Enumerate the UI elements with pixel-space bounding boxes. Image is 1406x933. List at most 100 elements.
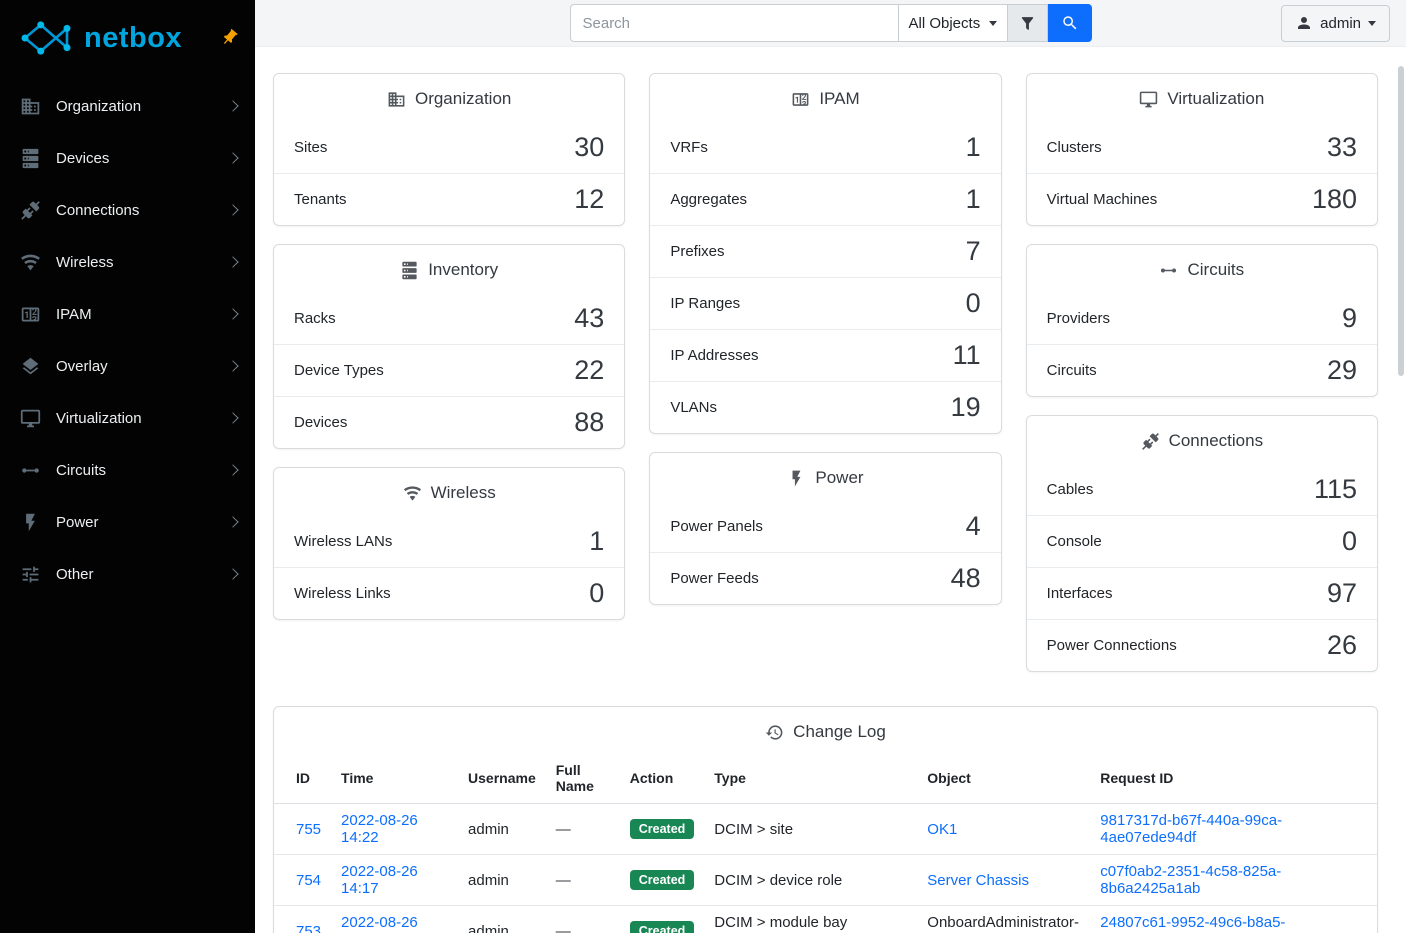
changelog-table: ID Time Username Full Name Action Type O… [274,754,1377,933]
change-id-link[interactable]: 754 [296,871,322,889]
virtual-machines-count[interactable]: 180 [1311,184,1357,214]
power-panels-count[interactable]: 4 [965,510,981,541]
wireless-lans-count[interactable]: 1 [589,525,605,556]
change-time-link[interactable]: 2022-08-26 14:15 [341,914,418,933]
change-time-link[interactable]: 2022-08-26 14:22 [341,812,418,846]
ip-ranges-link[interactable]: IP Ranges [670,295,741,312]
user-menu-button[interactable]: admin [1281,4,1390,42]
device-types-link[interactable]: Device Types [294,362,384,379]
sidebar-item-wireless[interactable]: Wireless [0,236,255,288]
stat-row: IP Ranges 0 [650,277,1001,329]
providers-count[interactable]: 9 [1341,302,1357,333]
clusters-count[interactable]: 33 [1326,131,1357,162]
tenants-count[interactable]: 12 [574,184,605,214]
sites-count[interactable]: 30 [574,131,605,162]
sidebar-item-circuits[interactable]: Circuits [0,444,255,496]
card-header: Circuits [1027,245,1377,292]
change-object-link[interactable]: Server Chassis [927,871,1029,889]
object-type-select[interactable]: All Objects [897,4,1008,42]
column-header-type: Type [704,754,918,804]
circuits-count[interactable]: 29 [1326,355,1357,385]
power-feeds-link[interactable]: Power Feeds [670,570,759,587]
filter-button[interactable] [1007,4,1048,42]
action-badge: Created [629,920,695,933]
sidebar-item-ipam[interactable]: IPAM [0,288,255,340]
change-id-link[interactable]: 755 [296,820,322,838]
sidebar-item-label: Other [56,565,94,583]
sidebar-item-other[interactable]: Other [0,548,255,600]
vlans-link[interactable]: VLANs [670,399,718,416]
sidebar-item-overlay[interactable]: Overlay [0,340,255,392]
sidebar-item-label: Wireless [56,253,114,271]
sidebar-item-virtualization[interactable]: Virtualization [0,392,255,444]
interfaces-link[interactable]: Interfaces [1046,585,1113,602]
devices-link[interactable]: Devices [294,414,348,431]
cables-count[interactable]: 115 [1313,473,1357,504]
power-connections-link[interactable]: Power Connections [1046,637,1177,654]
wireless-lans-link[interactable]: Wireless LANs [294,532,393,550]
sidebar-item-organization[interactable]: Organization [0,80,255,132]
power-feeds-count[interactable]: 48 [950,563,981,593]
sidebar-item-connections[interactable]: Connections [0,184,255,236]
providers-link[interactable]: Providers [1046,309,1111,327]
card-header: Organization [274,74,624,121]
netbox-logo[interactable]: netbox [0,0,255,70]
change-id-link[interactable]: 753 [296,922,322,933]
console-count[interactable]: 0 [1341,526,1357,556]
ip-ranges-count[interactable]: 0 [965,288,981,318]
prefixes-link[interactable]: Prefixes [670,243,725,260]
card-header: Inventory [274,245,624,292]
power-panels-link[interactable]: Power Panels [670,517,763,535]
dashboard-content: Organization Sites 30 Tenants 12 [255,47,1406,933]
virtual-machines-link[interactable]: Virtual Machines [1046,191,1158,208]
sidebar-item-label: Circuits [56,461,107,479]
stat-row: Virtual Machines 180 [1026,173,1377,225]
interfaces-count[interactable]: 97 [1326,578,1357,608]
racks-count[interactable]: 43 [574,302,605,333]
inventory-card: Inventory Racks 43 Device Types 22 Devic… [273,244,626,449]
flash-icon [20,512,41,533]
sites-link[interactable]: Sites [294,138,328,156]
change-object-link[interactable]: OK1 [927,820,958,838]
change-username: admin [468,871,509,889]
vrfs-count[interactable]: 1 [965,131,981,162]
changelog-header: Change Log [274,707,1377,754]
chevron-right-icon [227,256,239,268]
aggregates-link[interactable]: Aggregates [670,191,748,208]
tenants-link[interactable]: Tenants [294,191,347,208]
ip-addresses-count[interactable]: 11 [952,340,981,370]
circuits-link[interactable]: Circuits [1046,362,1097,379]
cables-link[interactable]: Cables [1046,480,1094,498]
sidebar-item-devices[interactable]: Devices [0,132,255,184]
column-header-action: Action [619,754,705,804]
prefixes-count[interactable]: 7 [965,236,981,266]
clusters-link[interactable]: Clusters [1046,138,1102,156]
aggregates-count[interactable]: 1 [965,184,981,214]
vrfs-link[interactable]: VRFs [670,138,708,156]
stat-row: Console 0 [1026,515,1377,567]
sidebar-item-label: IPAM [56,305,92,323]
search-button[interactable] [1047,4,1092,42]
chevron-right-icon [227,516,239,528]
wireless-links-count[interactable]: 0 [589,578,605,608]
request-id-link[interactable]: 24807c61-9952-49c6-b8a5-69760bfcc4b3 [1100,914,1286,933]
request-id-link[interactable]: 9817317d-b67f-440a-99ca-4ae07ede94df [1100,812,1283,846]
devices-count[interactable]: 88 [574,407,605,437]
power-connections-count[interactable]: 26 [1326,630,1357,660]
change-time-link[interactable]: 2022-08-26 14:17 [341,863,418,897]
vlans-count[interactable]: 19 [950,392,981,422]
console-link[interactable]: Console [1046,533,1102,550]
stat-row: VRFs 1 [650,121,1000,173]
ip-addresses-link[interactable]: IP Addresses [670,347,759,364]
wireless-links-link[interactable]: Wireless Links [294,585,391,602]
change-type: DCIM > site [714,820,794,838]
racks-link[interactable]: Racks [294,309,336,327]
device-types-count[interactable]: 22 [574,355,605,385]
organization-card: Organization Sites 30 Tenants 12 [273,73,626,226]
card-title: Virtualization [1167,89,1265,108]
scrollbar[interactable] [1398,66,1404,376]
sidebar-item-power[interactable]: Power [0,496,255,548]
change-username: admin [468,922,509,933]
search-input[interactable] [569,4,898,42]
request-id-link[interactable]: c07f0ab2-2351-4c58-825a-8b6a2425a1ab [1100,863,1282,897]
